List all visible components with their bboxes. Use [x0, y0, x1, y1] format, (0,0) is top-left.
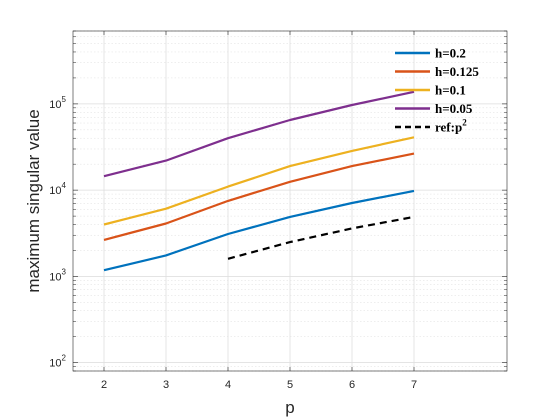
x-tick-label: 5 — [287, 379, 293, 391]
legend-label-4: ref:p2 — [435, 118, 467, 135]
x-tick-label: 7 — [411, 379, 417, 391]
x-tick-label: 4 — [225, 379, 231, 391]
series-line-3 — [103, 90, 415, 178]
x-axis-title: p — [285, 398, 294, 417]
x-tick-label: 3 — [163, 379, 169, 391]
series-line-2 — [103, 136, 415, 226]
legend-label-2: h=0.1 — [435, 83, 466, 98]
y-tick-label: 104 — [49, 181, 66, 197]
y-tick-label: 103 — [49, 267, 66, 283]
x-tick-label: 2 — [101, 379, 107, 391]
legend-label-1: h=0.125 — [435, 64, 479, 79]
grid — [73, 30, 507, 372]
x-tick-labels: 2 3 4 5 6 7 — [101, 379, 417, 391]
y-axis-title: maximum singular value — [24, 109, 43, 292]
series-lines — [103, 90, 415, 272]
legend-label-3: h=0.05 — [435, 101, 473, 116]
y-tick-labels: 102 103 104 105 — [49, 95, 66, 370]
series-line-1 — [103, 152, 415, 241]
legend: h=0.2 h=0.125 h=0.1 h=0.05 ref:p2 — [395, 46, 479, 135]
legend-label-0: h=0.2 — [435, 46, 466, 61]
series-line-0 — [103, 189, 415, 272]
x-tick-label: 6 — [349, 379, 355, 391]
series-line-4 — [227, 215, 415, 260]
y-tick-label: 102 — [49, 354, 66, 370]
y-tick-label: 105 — [49, 95, 66, 111]
axis-ticks — [73, 30, 507, 372]
